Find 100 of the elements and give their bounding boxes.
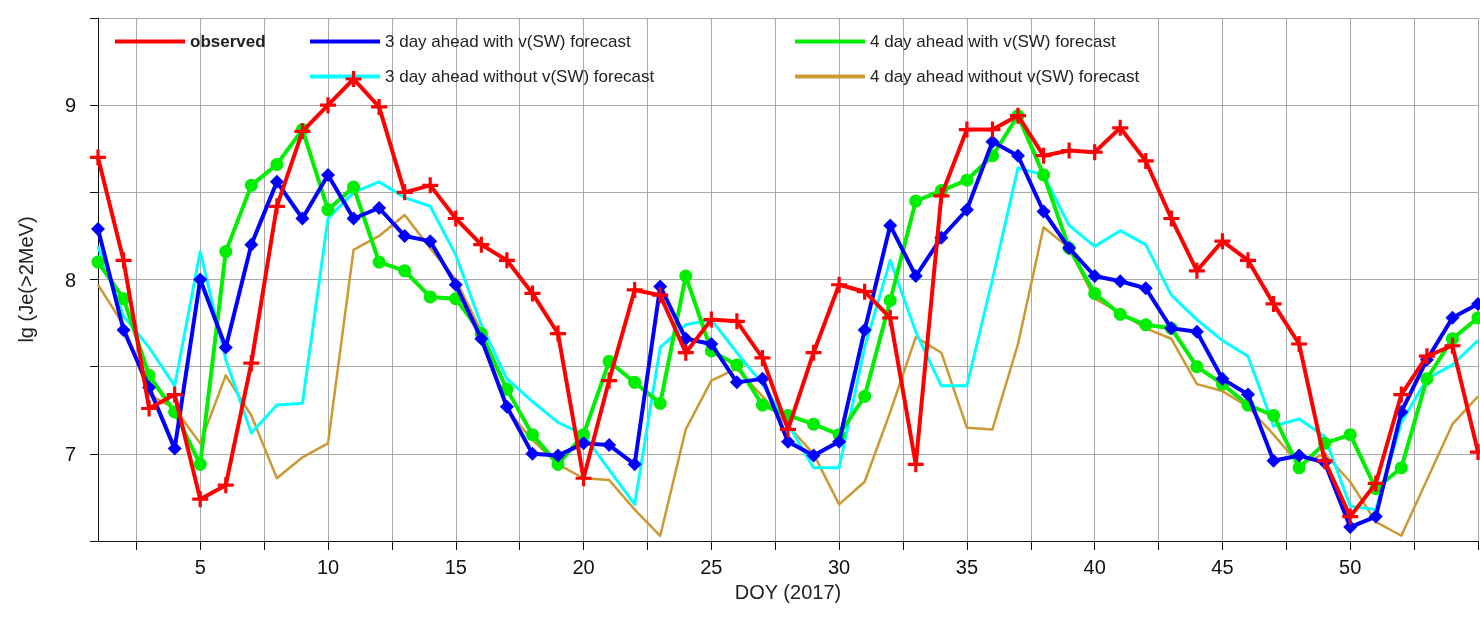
point [1394, 461, 1408, 475]
point [1188, 262, 1205, 279]
point [856, 283, 873, 300]
point [372, 255, 386, 269]
point [525, 428, 539, 442]
point [217, 477, 234, 494]
point [1444, 337, 1461, 354]
point [498, 252, 515, 269]
x-tick-label: 20 [572, 556, 595, 578]
point [244, 237, 259, 252]
y-tick-label: 8 [64, 268, 76, 291]
point [551, 448, 565, 463]
y-tick-label: 7 [64, 442, 76, 465]
point [193, 457, 207, 471]
point [1113, 274, 1128, 289]
point [474, 331, 489, 346]
point [295, 211, 310, 226]
point [397, 228, 412, 243]
point [755, 398, 769, 412]
point [781, 434, 795, 449]
point [346, 211, 361, 226]
x-tick-label: 45 [1211, 556, 1234, 578]
point [423, 234, 438, 249]
point [857, 323, 872, 338]
point [602, 438, 617, 453]
point [372, 201, 387, 216]
x-tick-label: 15 [444, 556, 467, 578]
point [1292, 461, 1306, 475]
point [192, 491, 209, 508]
point [1035, 147, 1052, 164]
x-tick-label: 25 [700, 556, 723, 578]
point [1265, 295, 1282, 312]
point [524, 285, 541, 302]
point [1163, 210, 1180, 227]
point [1420, 372, 1434, 386]
point [960, 173, 974, 187]
point [447, 210, 464, 227]
point [729, 375, 744, 390]
point [91, 255, 105, 269]
x-tick-label: 5 [194, 556, 206, 578]
point [679, 269, 693, 283]
y-axis-title: lg (Je(>2MeV) [15, 216, 37, 343]
point [448, 277, 463, 292]
point [1137, 152, 1154, 169]
point [1291, 336, 1308, 352]
point [959, 202, 974, 217]
point [831, 276, 848, 293]
point [754, 349, 771, 366]
point [1112, 119, 1129, 136]
legend-label: observed [190, 32, 266, 51]
point [398, 264, 412, 278]
x-tick-label: 10 [316, 556, 340, 578]
point [1418, 348, 1435, 365]
point [1113, 307, 1127, 321]
point [628, 375, 642, 389]
point [423, 290, 437, 304]
point [1190, 360, 1204, 374]
x-tick-label: 30 [827, 556, 851, 578]
point [1267, 408, 1281, 422]
point [601, 372, 618, 389]
point [219, 245, 233, 259]
point [1343, 428, 1357, 442]
point [883, 218, 898, 233]
point [1011, 148, 1025, 163]
point [422, 177, 439, 194]
point [1445, 310, 1460, 325]
point [269, 174, 284, 189]
x-tick-label: 35 [955, 556, 979, 578]
point [1266, 453, 1281, 468]
point [985, 134, 1000, 149]
point [268, 198, 285, 215]
point [90, 149, 106, 166]
point [627, 457, 642, 472]
point [244, 178, 258, 192]
point [933, 187, 950, 204]
point [473, 236, 490, 253]
point [396, 184, 413, 201]
point [984, 121, 1001, 138]
point [499, 399, 514, 414]
legend-label: 3 day ahead without v(SW) forecast [385, 67, 655, 86]
point [525, 446, 540, 461]
point [677, 344, 694, 361]
x-tick-label: 40 [1083, 556, 1106, 578]
point [832, 434, 847, 449]
point [1215, 371, 1230, 386]
legend-label: 3 day ahead with v(SW) forecast [385, 32, 631, 51]
point [1214, 233, 1231, 250]
point [882, 309, 899, 326]
point [116, 323, 131, 338]
point [1087, 269, 1102, 284]
point [1037, 168, 1051, 182]
point [320, 97, 336, 114]
point [626, 281, 643, 298]
point [371, 98, 388, 115]
point [755, 371, 770, 386]
point [321, 203, 335, 217]
point [270, 157, 284, 171]
point [1189, 324, 1204, 339]
point [1241, 387, 1255, 402]
point [958, 121, 975, 138]
